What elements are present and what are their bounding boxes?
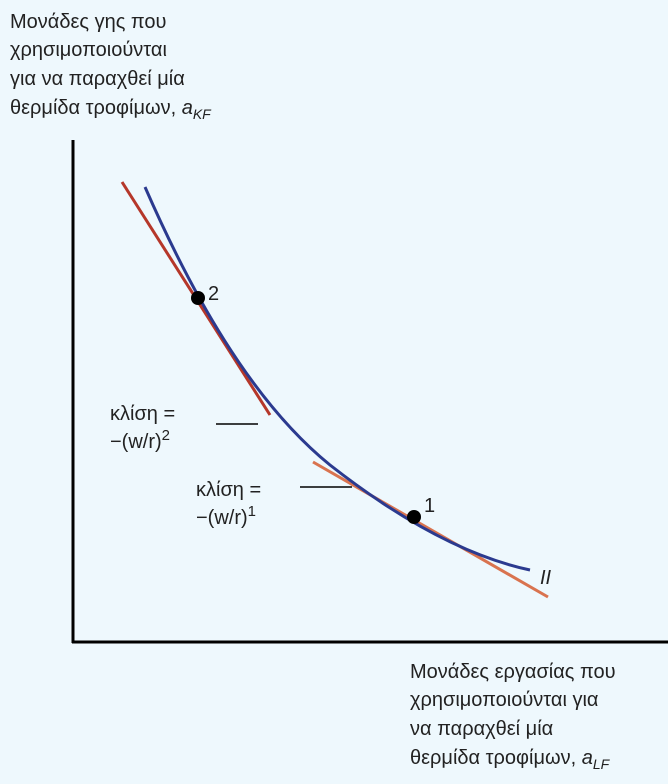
x-label-text: θερμίδα τροφίμων, [410,747,582,769]
point-2 [191,291,205,305]
point-label: 2 [208,283,219,305]
y-label-subscript: KF [193,106,212,122]
point-1 [407,510,421,524]
point-label: 1 [424,495,435,517]
slope-superscript: 1 [248,503,256,520]
x-label-line: Μονάδες εργασίας που [410,661,616,683]
slope-label: κλίση = [110,403,175,425]
tangent-1 [312,460,549,599]
slope-expression: −(w/r)2 [110,427,170,453]
x-label-line: χρησιμοποιούνται για [410,689,598,711]
slope-superscript: 2 [162,427,170,444]
y-label-text: θερμίδα τροφίμων, [10,97,182,119]
isoquant [143,186,531,572]
y-label-line: χρησιμοποιούνται [10,39,167,61]
x-label-line: θερμίδα τροφίμων, aLF [410,747,611,772]
slope-expression-text: −(w/r) [196,507,248,529]
x-label-variable: a [582,747,593,769]
y-label-line: θερμίδα τροφίμων, aKF [10,97,212,122]
curve-label: II [540,567,552,589]
y-label-line: Μονάδες γης που [10,11,166,33]
y-label-line: για να παραχθεί μία [10,68,185,90]
x-label-line: να παραχθεί μία [410,718,553,740]
slope-expression-text: −(w/r) [110,431,162,453]
x-label-subscript: LF [593,756,611,772]
slope-label: κλίση = [196,479,261,501]
slope-expression: −(w/r)1 [196,503,256,529]
y-label-variable: a [182,97,193,119]
